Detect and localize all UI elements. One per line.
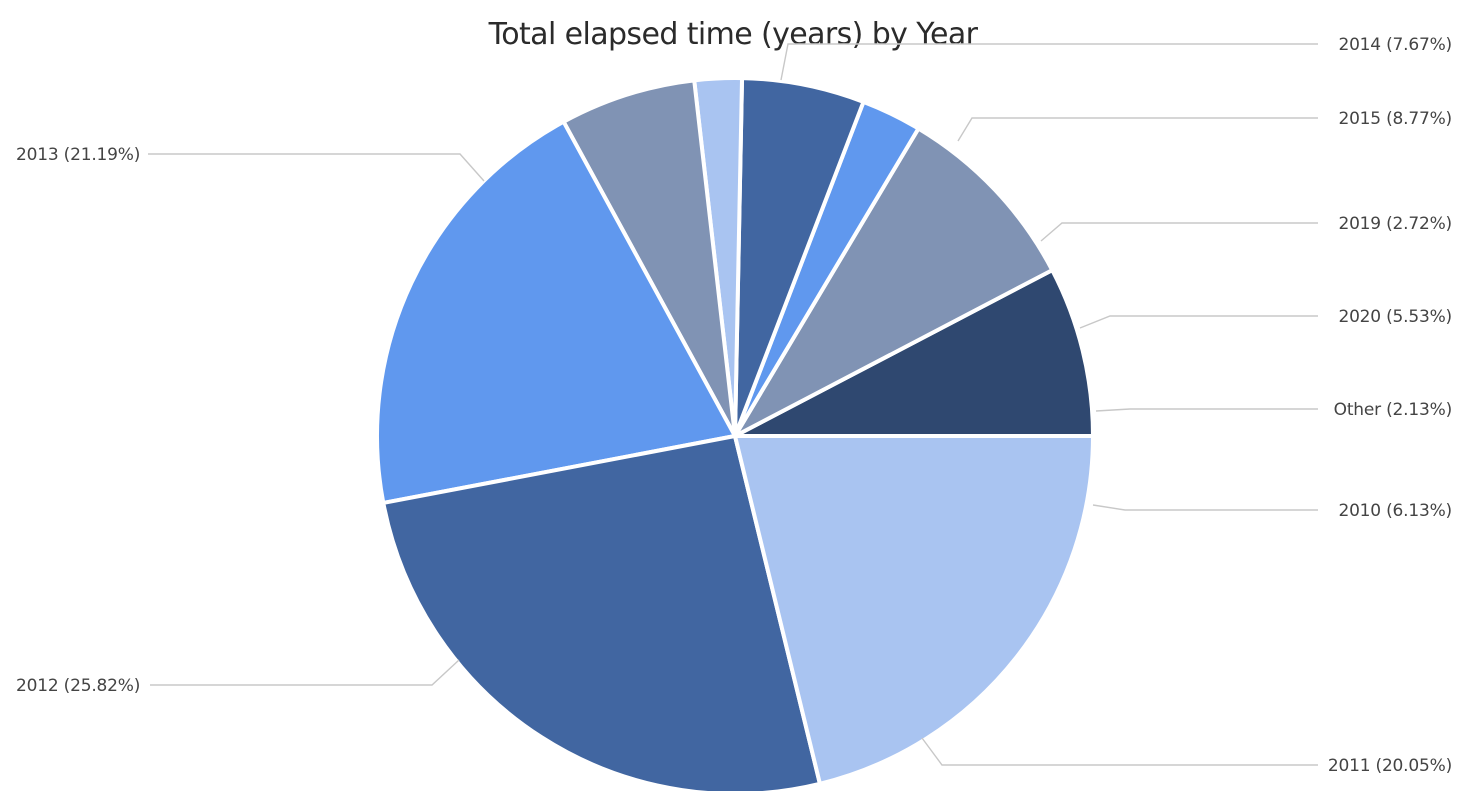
leader-line-2012 <box>150 659 460 686</box>
label-leader-lines <box>148 43 1318 766</box>
pie-slice-2013 <box>733 434 1095 786</box>
slice-label-2011: 2011 (20.05%) <box>1328 756 1452 776</box>
slice-labels: 2014 (7.67%) 2015 (8.77%) 2019 (2.72%) 2020… <box>16 35 1452 776</box>
leader-line-2019 <box>1040 222 1318 242</box>
slice-label-2010: 2010 (6.13%) <box>1338 501 1452 521</box>
slice-label-2013: 2013 (21.19%) <box>16 145 140 165</box>
pie-slice-2015 <box>733 126 1055 438</box>
leader-line-2014 <box>780 43 1318 81</box>
leader-line-2010 <box>1092 504 1318 511</box>
pie-slices <box>375 76 1095 791</box>
pie-slice-2010 <box>561 78 737 438</box>
leader-line-2020 <box>1079 315 1318 329</box>
slice-label-2019: 2019 (2.72%) <box>1338 214 1452 234</box>
leader-line-2013 <box>148 153 485 182</box>
leader-line-other <box>1095 408 1318 412</box>
slice-label-2015: 2015 (8.77%) <box>1338 109 1452 129</box>
leader-line-2015 <box>957 117 1318 142</box>
pie-slice-2011 <box>375 119 737 505</box>
chart-title: Total elapsed time (years) by Year <box>488 17 979 52</box>
slice-label-2012: 2012 (25.82%) <box>16 676 140 696</box>
slice-label-2020: 2020 (5.53%) <box>1338 307 1452 327</box>
slice-label-2014: 2014 (7.67%) <box>1338 35 1452 55</box>
slice-label-other: Other (2.13%) <box>1334 400 1452 420</box>
pie-slice-2012 <box>381 434 822 791</box>
leader-line-2011 <box>921 737 1318 766</box>
pie-slice-2014 <box>733 268 1095 438</box>
